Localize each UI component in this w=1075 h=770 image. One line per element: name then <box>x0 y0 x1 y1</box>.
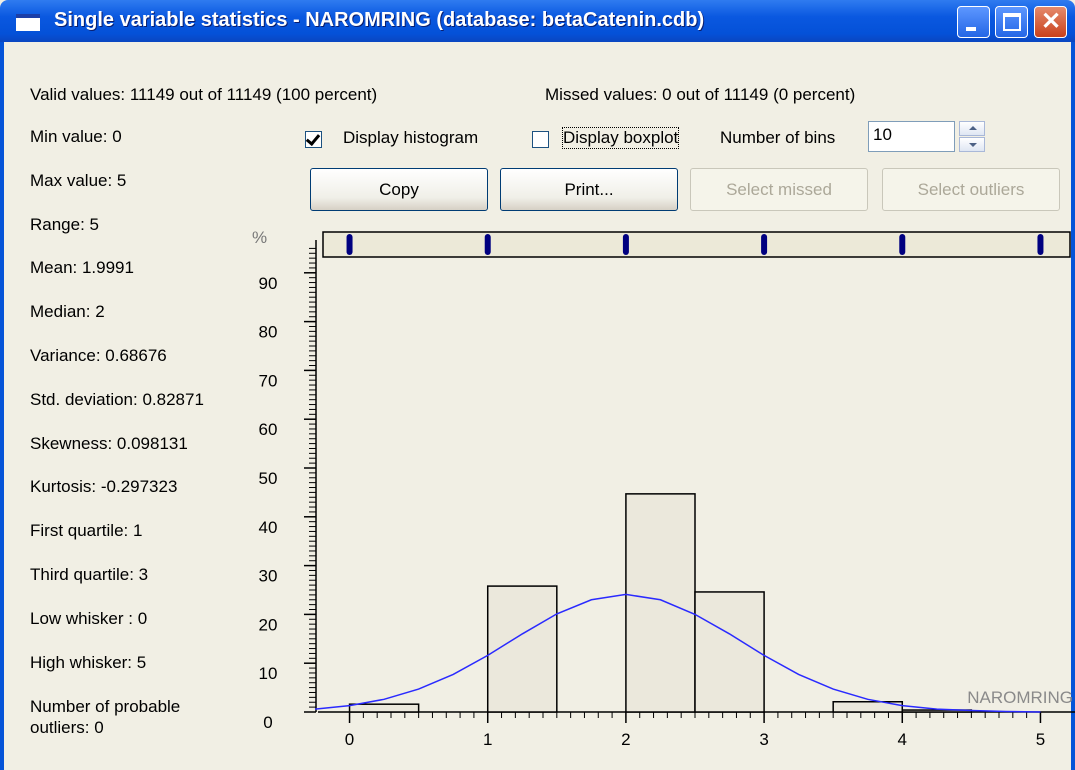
y-tick-label: 60 <box>259 420 278 439</box>
stat-line: Third quartile: 3 <box>30 565 149 584</box>
checkbox-label: Display boxplot <box>561 127 680 149</box>
histogram-checkbox[interactable] <box>305 130 322 148</box>
checkbox-label: Display histogram <box>343 128 479 147</box>
stat-line: Median: 2 <box>30 302 105 322</box>
histogram-bar <box>832 701 904 713</box>
histogram-bar <box>694 591 765 713</box>
window-border <box>1071 42 1075 770</box>
stat-line: Number of probable outliers: 0 <box>30 697 181 737</box>
strip-point <box>346 234 353 255</box>
action-button[interactable]: Print... <box>500 168 678 211</box>
y-tick-label: 90 <box>259 274 278 293</box>
x-tick-label: 2 <box>621 730 630 749</box>
title-bar: Single variable statistics - NAROMRING (… <box>0 0 1075 42</box>
x-tick-label: 3 <box>759 730 768 749</box>
stat-line: Std. deviation: 0.82871 <box>30 389 204 409</box>
valid-values: Valid values: 11149 out of 11149 (100 pe… <box>30 85 378 104</box>
stat-line: Min value: 0 <box>30 127 122 146</box>
y-tick-label: 40 <box>259 518 278 537</box>
y-tick-label: 70 <box>259 371 278 390</box>
strip-point <box>761 234 768 255</box>
action-button[interactable]: Copy <box>310 168 488 211</box>
window-icon <box>16 14 40 31</box>
strip-point <box>899 234 906 255</box>
x-tick-label: 1 <box>483 730 492 749</box>
strip-box <box>322 231 1071 258</box>
y-unit-label: % <box>252 228 267 247</box>
stat-line: Mean: 1.9991 <box>30 258 134 278</box>
y-tick-label: 10 <box>259 664 278 683</box>
x-tick-label: 4 <box>898 730 907 749</box>
stat-line: Skewness: 0.098131 <box>30 433 188 453</box>
strip-point <box>622 234 629 255</box>
missed-values: Missed values: 0 out of 11149 (0 percent… <box>545 85 856 104</box>
x-tick-label: 0 <box>345 730 354 749</box>
histogram-bar <box>348 703 420 713</box>
stat-line: First quartile: 1 <box>30 521 143 541</box>
y-tick-label: 0 <box>263 713 272 732</box>
stat-line: Kurtosis: -0.297323 <box>30 477 178 497</box>
stat-line: High whisker: 5 <box>30 652 147 672</box>
maximize-button[interactable] <box>995 6 1028 38</box>
minimize-button[interactable] <box>957 6 990 38</box>
normal-curve <box>314 593 1041 713</box>
x-tick-label: 5 <box>1036 730 1045 749</box>
bins-label: Number of bins <box>720 128 836 147</box>
stat-line: Low whisker : 0 <box>30 608 148 628</box>
strip-point <box>1037 234 1044 255</box>
action-button: Select missed <box>690 168 868 211</box>
boxplot-checkbox[interactable] <box>532 131 549 148</box>
stat-line: Range: 5 <box>30 214 99 234</box>
stat-line: Variance: 0.68676 <box>30 346 167 365</box>
spin-down[interactable] <box>959 137 985 152</box>
bins-input[interactable]: 10 <box>868 121 955 152</box>
strip-point <box>484 234 491 255</box>
close-button[interactable]: ✕ <box>1034 6 1067 38</box>
y-tick-label: 50 <box>259 469 278 488</box>
y-tick-label: 80 <box>259 323 278 342</box>
window-border <box>0 42 4 770</box>
y-tick-label: 20 <box>259 615 278 634</box>
y-tick-label: 30 <box>259 567 278 586</box>
action-button: Select outliers <box>882 168 1060 211</box>
stat-line: Max value: 5 <box>30 170 127 190</box>
window-title: Single variable statistics - NAROMRING (… <box>54 9 705 31</box>
spin-up[interactable] <box>959 121 985 136</box>
histogram-bar <box>625 493 696 713</box>
x-axis-label: NAROMRING <box>967 688 1073 707</box>
